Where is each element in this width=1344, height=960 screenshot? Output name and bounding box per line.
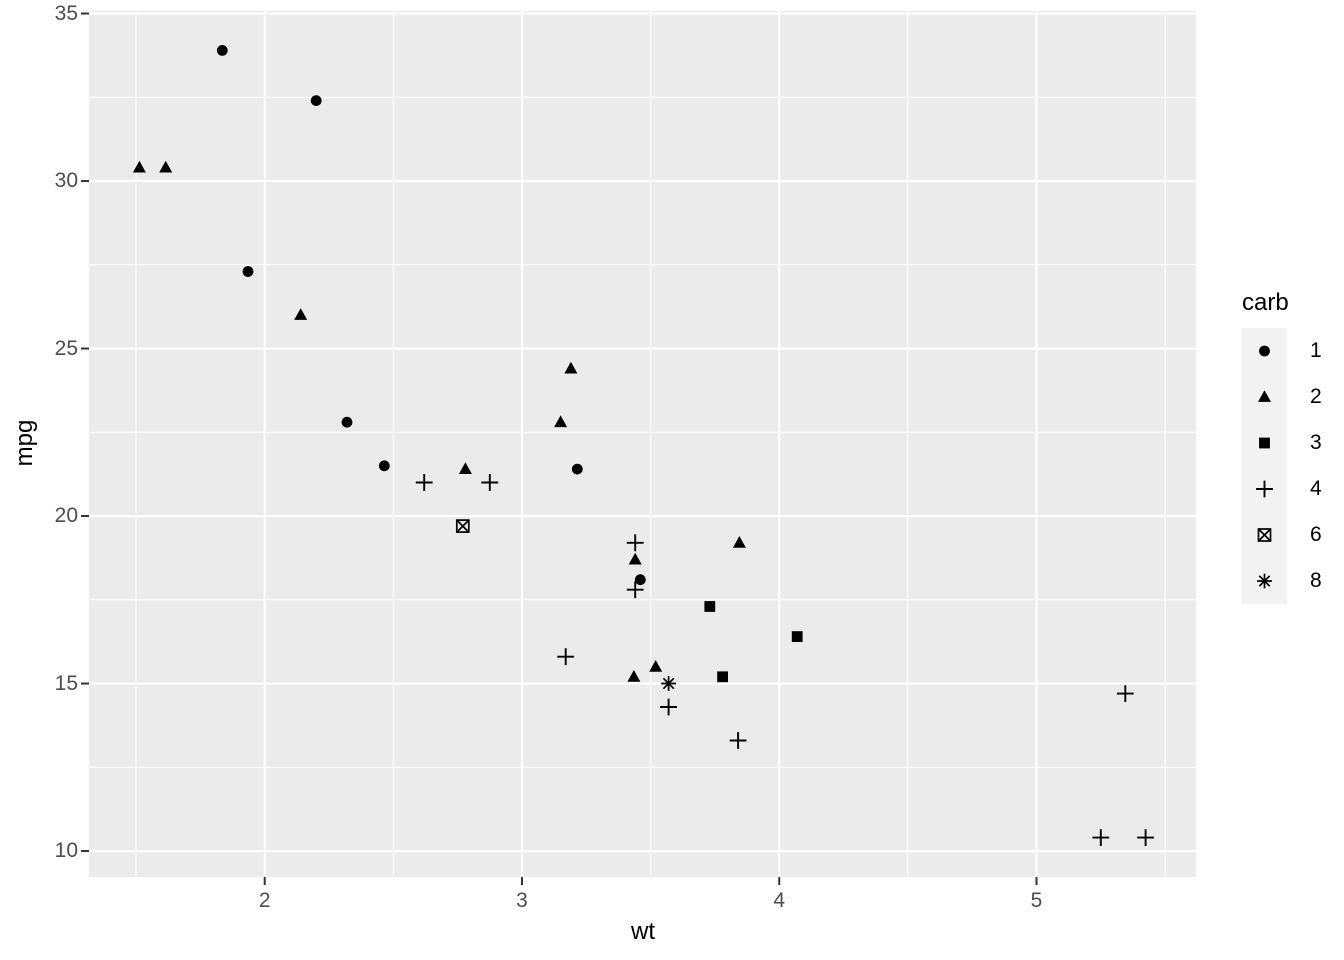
data-point-carb-4 [415, 474, 433, 491]
triangle-icon [1258, 390, 1271, 402]
legend-entry-carb-2: 2 [1242, 374, 1322, 420]
x-tick-label: 5 [1030, 889, 1043, 912]
data-point-carb-1 [216, 45, 228, 56]
legend-key [1242, 558, 1287, 604]
data-point-carb-2 [458, 462, 472, 474]
data-point-carb-3 [704, 601, 716, 612]
data-point-carb-1 [310, 95, 322, 106]
data-point-carb-2 [628, 552, 642, 565]
legend-label: 8 [1310, 569, 1322, 592]
x-tick-label: 2 [258, 889, 271, 912]
square-icon [1259, 437, 1270, 449]
square-icon [1259, 437, 1270, 449]
data-point-carb-2 [649, 660, 663, 672]
legend-key [1242, 328, 1287, 374]
circle-icon [1259, 345, 1270, 357]
y-tick-label: 30 [54, 169, 78, 193]
legend-entry-carb-3: 3 [1242, 420, 1322, 466]
data-point-carb-2 [132, 160, 146, 173]
data-point-carb-6 [455, 519, 470, 533]
x-axis-title: wt [631, 918, 655, 945]
x-tick-label: 4 [773, 889, 786, 912]
plus-icon [1256, 480, 1273, 498]
data-point-carb-4 [626, 581, 644, 599]
legend-key [1242, 420, 1287, 466]
data-point-carb-2 [564, 361, 578, 374]
legend-key [1242, 512, 1287, 558]
data-point-carb-2 [554, 415, 568, 428]
data-point-carb-4 [557, 648, 575, 666]
triangle-icon [1258, 390, 1271, 402]
legend-label: 4 [1310, 477, 1322, 500]
legend-label: 3 [1310, 431, 1322, 454]
legend: carb 1 2 3 4 6 8 [1242, 289, 1322, 604]
data-point-carb-1 [634, 574, 646, 586]
y-tick-label: 15 [54, 671, 78, 695]
legend-label: 6 [1310, 523, 1322, 546]
data-point-carb-4 [729, 732, 747, 749]
legend-label: 1 [1310, 339, 1322, 362]
data-point-carb-1 [378, 460, 390, 472]
data-point-carb-2 [294, 308, 308, 320]
y-tick-label: 25 [54, 336, 78, 360]
data-point-carb-4 [481, 474, 499, 491]
asterisk-icon [1257, 573, 1272, 589]
legend-entries: 1 2 3 4 6 8 [1242, 328, 1322, 604]
legend-title: carb [1242, 289, 1289, 316]
data-point-carb-1 [341, 416, 353, 428]
data-point-carb-1 [571, 463, 583, 475]
y-tick-label: 20 [54, 504, 78, 528]
legend-entry-carb-8: 8 [1242, 558, 1322, 604]
y-tick-label: 35 [54, 1, 78, 25]
legend-label: 2 [1310, 385, 1322, 408]
y-tick-label: 10 [54, 839, 78, 863]
data-point-carb-4 [1092, 829, 1110, 846]
legend-entry-carb-1: 1 [1242, 328, 1322, 374]
legend-entry-carb-6: 6 [1242, 512, 1322, 558]
legend-key [1242, 466, 1287, 512]
y-axis-title: mpg [11, 419, 38, 467]
circle-icon [1259, 345, 1270, 357]
data-point-carb-4 [1116, 685, 1134, 702]
x-tick-label: 3 [516, 889, 528, 912]
square-cross-icon [1257, 528, 1272, 542]
legend-entry-carb-4: 4 [1242, 466, 1322, 512]
data-point-carb-8 [661, 676, 676, 691]
plot-panel [89, 11, 1196, 877]
data-point-carb-3 [717, 671, 728, 683]
data-point-carb-4 [1137, 829, 1154, 846]
plus-icon [1256, 480, 1273, 498]
data-point-carb-2 [732, 536, 746, 548]
asterisk-icon [1257, 573, 1272, 589]
data-point-carb-2 [159, 160, 173, 173]
legend-key [1242, 374, 1287, 420]
data-point-carb-1 [242, 266, 254, 277]
data-point-carb-3 [791, 631, 803, 642]
data-point-carb-4 [660, 698, 677, 716]
data-point-carb-4 [626, 534, 644, 552]
data-point-carb-2 [627, 670, 641, 682]
square-cross-icon [1257, 528, 1272, 542]
